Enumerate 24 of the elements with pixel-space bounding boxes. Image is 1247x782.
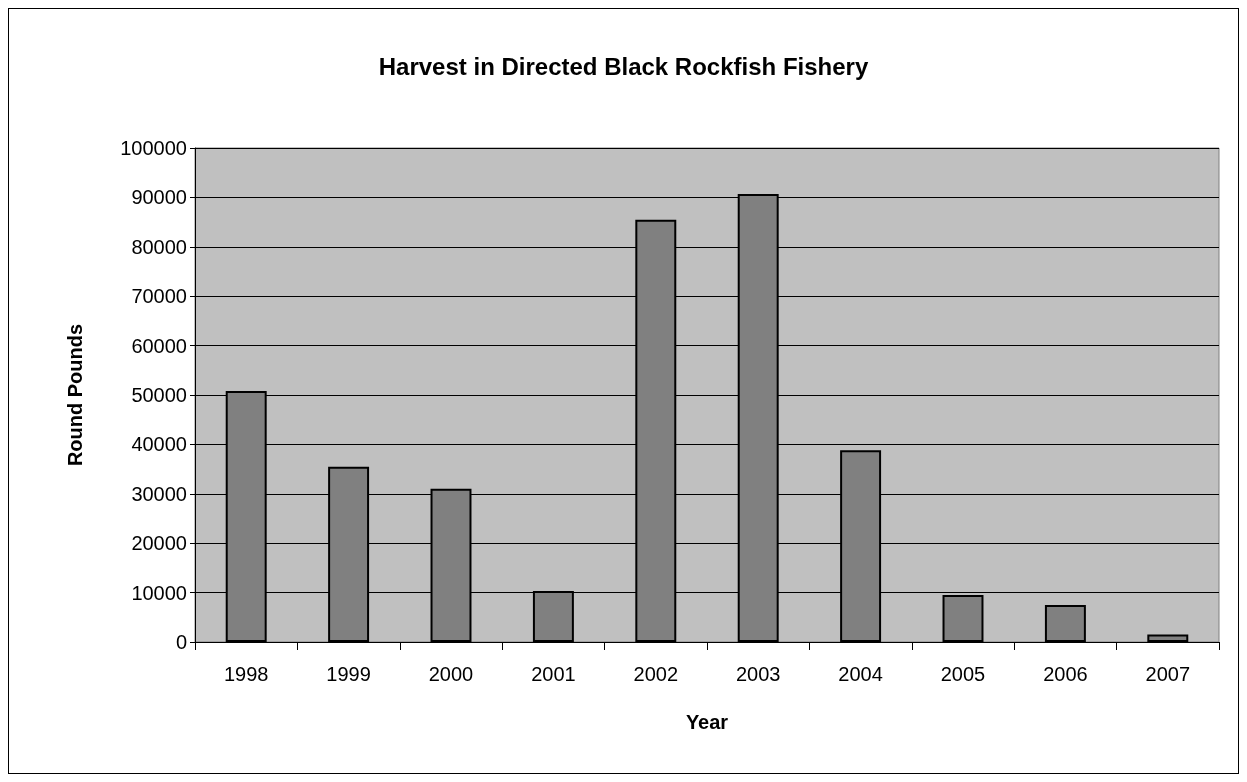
y-tick-label: 40000 <box>131 433 187 456</box>
x-axis-title: Year <box>685 711 729 733</box>
y-tick-label: 90000 <box>131 186 187 209</box>
x-tick-label: 2003 <box>735 663 781 685</box>
y-tick-label: 80000 <box>131 235 187 258</box>
x-tick-label: 2006 <box>1043 663 1088 685</box>
y-tick-label: 0 <box>175 631 187 653</box>
y-tick-label: 10000 <box>131 581 187 604</box>
x-tick-label: 2000 <box>428 663 474 685</box>
y-tick-label: 60000 <box>131 334 187 357</box>
y-axis-title: Round Pounds <box>64 323 86 467</box>
x-tick-label: 1998 <box>223 663 269 685</box>
x-tick-label: 1999 <box>326 663 371 685</box>
x-tick-label: 2001 <box>531 663 576 685</box>
chart-title: Harvest in Directed Black Rockfish Fishery <box>378 52 869 80</box>
x-tick-label: 2004 <box>838 663 883 685</box>
x-tick-label: 2005 <box>940 663 986 685</box>
y-tick-label: 30000 <box>131 482 187 505</box>
y-tick-label: 100000 <box>120 137 187 159</box>
y-tick-label: 20000 <box>131 532 187 555</box>
x-tick-label: 2002 <box>633 663 679 685</box>
y-tick-label: 50000 <box>131 384 187 406</box>
y-tick-label: 70000 <box>131 285 187 308</box>
x-tick-label: 2007 <box>1145 663 1191 685</box>
